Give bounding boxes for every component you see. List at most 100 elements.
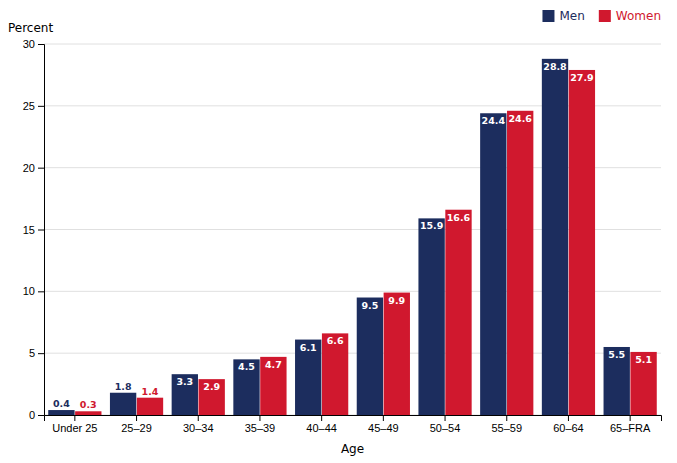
tick-mark (259, 415, 260, 421)
tick-label: 55–59 (491, 422, 522, 434)
grid-line (44, 291, 661, 292)
bar (110, 393, 136, 415)
legend: Men Women (542, 9, 661, 23)
tick-label: 25 (23, 100, 35, 112)
data-label: 2.9 (203, 381, 220, 392)
axis-line (38, 45, 45, 416)
tick: 20 (23, 162, 44, 174)
bar (260, 357, 286, 415)
data-label: 4.7 (265, 359, 282, 370)
bar (75, 411, 101, 415)
data-label: 15.9 (420, 220, 443, 231)
data-labels: 0.41.83.34.56.19.515.924.428.85.50.31.42… (53, 61, 652, 410)
tick-mark (630, 415, 631, 421)
bar (199, 379, 225, 415)
bar (569, 70, 595, 415)
tick: 30 (23, 38, 44, 50)
tick-label: 45–49 (368, 422, 399, 434)
data-label: 5.5 (608, 349, 625, 360)
axis-line (45, 416, 662, 422)
tick-label: 30 (23, 38, 35, 50)
tick-mark (321, 415, 322, 421)
tick-label: 20 (23, 162, 35, 174)
tick: 50–54 (430, 415, 461, 434)
tick-mark (38, 415, 44, 416)
data-label: 16.6 (447, 212, 471, 223)
bar (322, 333, 348, 415)
bar (418, 218, 444, 415)
tick-mark (74, 415, 75, 421)
data-label: 6.6 (327, 335, 344, 346)
grid-line (44, 353, 661, 354)
tick: 35–39 (245, 415, 276, 434)
bar (604, 347, 630, 415)
tick: 30–34 (183, 415, 214, 434)
tick-mark (38, 168, 44, 169)
tick-mark (38, 353, 44, 354)
x-axis: Under 25 25–29 30–34 35–39 40–44 45–49 50–54 55… (45, 415, 662, 434)
tick-mark (568, 415, 569, 421)
tick-mark (38, 291, 44, 292)
data-label: 4.5 (238, 361, 255, 372)
legend-item: Women (599, 9, 661, 23)
tick-label: 60–64 (553, 422, 584, 434)
legend-label: Men (559, 9, 584, 23)
bar (295, 340, 321, 415)
bar-series (48, 59, 630, 415)
tick: 25 (23, 100, 44, 112)
y-axis: 0 5 10 15 20 25 30 (23, 38, 45, 421)
tick-mark (136, 415, 137, 421)
tick-label: 25–29 (121, 422, 152, 434)
tick-label: 30–34 (183, 422, 214, 434)
bar-series (75, 70, 657, 415)
legend-label: Women (616, 9, 661, 23)
grid (44, 44, 661, 415)
tick-label: 15 (23, 224, 35, 236)
tick-label: 0 (29, 409, 35, 421)
tick: 55–59 (491, 415, 522, 434)
tick-label: 5 (29, 347, 35, 359)
data-label: 5.1 (635, 354, 652, 365)
tick-label: 40–44 (306, 422, 337, 434)
tick: 25–29 (121, 415, 152, 434)
grid-line (44, 105, 661, 106)
tick: 45–49 (368, 415, 399, 434)
bar (542, 59, 568, 415)
legend-swatch (542, 10, 554, 22)
tick: 10 (23, 285, 44, 297)
plot: 0.41.83.34.56.19.515.924.428.85.50.31.42… (23, 38, 662, 434)
tick: Under 25 (52, 415, 97, 434)
bar (445, 210, 471, 415)
tick-mark (38, 106, 44, 107)
grid-line (44, 229, 661, 230)
bar (507, 111, 533, 415)
tick-label: 65–FRA (610, 422, 651, 434)
data-label: 0.3 (80, 399, 97, 410)
tick-label: Under 25 (52, 422, 97, 434)
y-axis-title: Percent (8, 21, 53, 35)
legend-item: Men (542, 9, 584, 23)
bar (233, 359, 259, 415)
tick: 5 (29, 347, 44, 359)
data-label: 3.3 (176, 376, 193, 387)
data-label: 1.4 (142, 386, 159, 397)
tick-mark (383, 415, 384, 421)
data-label: 1.8 (115, 381, 132, 392)
bar (384, 293, 410, 415)
tick-mark (506, 415, 507, 421)
tick: 60–64 (553, 415, 584, 434)
data-label: 6.1 (300, 342, 317, 353)
tick: 40–44 (306, 415, 337, 434)
data-label: 28.8 (543, 61, 567, 72)
data-label: 27.9 (570, 72, 593, 83)
bar (630, 352, 656, 415)
chart: 0.41.83.34.56.19.515.924.428.85.50.31.42… (0, 0, 677, 463)
tick-label: 35–39 (245, 422, 276, 434)
grid-line (44, 167, 661, 168)
x-axis-title: Age (341, 442, 364, 456)
tick-mark (38, 44, 44, 45)
tick-mark (38, 230, 44, 231)
tick-mark (445, 415, 446, 421)
bar (357, 298, 383, 415)
data-label: 9.5 (361, 300, 378, 311)
